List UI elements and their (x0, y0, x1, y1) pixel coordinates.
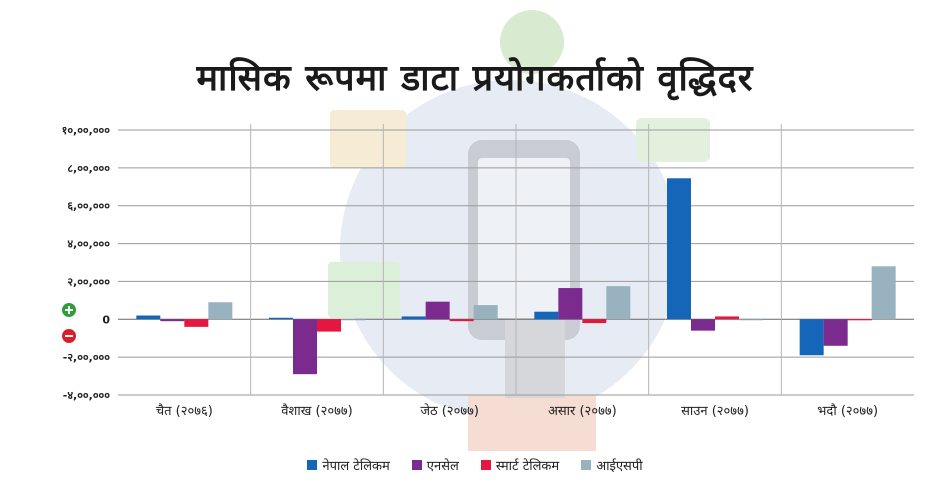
folder-shape (330, 110, 406, 168)
x-tick-label: भदौ (२०७७) (817, 403, 878, 419)
bar (425, 301, 450, 320)
legend-swatch (411, 460, 422, 470)
chat-shape (636, 118, 710, 162)
legend-item: स्मार्ट टेलिकम (480, 456, 560, 474)
bar (534, 311, 559, 320)
legend-label: आईएसपी (596, 459, 643, 474)
x-tick-label: साउन (२०७७) (681, 404, 749, 419)
y-tick-label: १०,००,००० (62, 124, 111, 137)
bar (341, 319, 365, 321)
legend: नेपाल टेलिकम एनसेल स्मार्ट टेलिकम आईएसपी (0, 456, 950, 474)
bar (293, 319, 317, 375)
legend-label: एनसेल (426, 459, 459, 474)
legend-item: आईएसपी (581, 456, 643, 474)
y-tick-label: ८,००,००० (67, 162, 110, 175)
bar (799, 319, 824, 356)
legend-swatch (480, 460, 491, 470)
y-tick-label: -२,००,००० (63, 351, 111, 364)
x-axis-tick-labels: चैत (२०७६) वैशाख (२०७७) जेठ (२०७७) असार (२०… (156, 403, 878, 419)
bar (184, 319, 209, 327)
x-tick-label: जेठ (२०७७) (420, 403, 479, 419)
chart-title: मासिक रूपमा डाटा प्रयोगकर्ताको वृद्धिदर (196, 58, 754, 99)
bar (401, 316, 426, 320)
bar (317, 319, 341, 332)
y-axis-tick-labels: १०,००,००० ८,००,००० ६,००,००० ४,००,००० २,००,००… (62, 124, 111, 402)
bar (558, 288, 583, 320)
y-tick-label: ४,००,००० (67, 238, 110, 251)
bar (208, 302, 233, 320)
legend-item: नेपाल टेलिकम (307, 456, 390, 474)
bar (160, 319, 185, 322)
bars (136, 178, 896, 375)
background-phone-illustration (328, 10, 710, 451)
bar (667, 178, 691, 320)
x-tick-label: असार (२०७७) (548, 404, 617, 419)
legend-label: नेपाल टेलिकम (322, 459, 390, 474)
plus-circle-icon (62, 303, 76, 317)
legend-swatch (307, 460, 318, 470)
bar (269, 317, 293, 320)
bar (582, 319, 607, 324)
image-shape (328, 262, 400, 318)
bar (136, 315, 161, 320)
bar (823, 319, 848, 346)
legend-swatch (581, 460, 592, 470)
bar (606, 286, 631, 320)
legend-label: स्मार्ट टेलिकम (495, 459, 560, 474)
x-tick-label: वैशाख (२०७७) (281, 403, 352, 419)
sign-icons (62, 303, 76, 343)
bar (739, 319, 763, 321)
hand-shape (468, 395, 596, 451)
bar (691, 319, 715, 331)
bar (871, 266, 896, 320)
y-tick-label: -४,००,००० (63, 389, 111, 402)
x-tick-label: चैत (२०७६) (156, 403, 213, 419)
bar (847, 319, 872, 321)
bar (473, 305, 498, 320)
bar (449, 319, 474, 322)
phone-screen (478, 158, 570, 318)
y-tick-label: 0 (102, 313, 110, 326)
gridlines (118, 124, 914, 396)
check-badge-shape (500, 10, 564, 74)
hand-shape (505, 318, 565, 398)
bar (715, 316, 739, 320)
y-tick-label: ६,००,००० (67, 200, 110, 213)
y-tick-label: २,००,००० (67, 275, 110, 288)
minus-circle-icon (62, 329, 76, 343)
legend-item: एनसेल (411, 456, 459, 474)
